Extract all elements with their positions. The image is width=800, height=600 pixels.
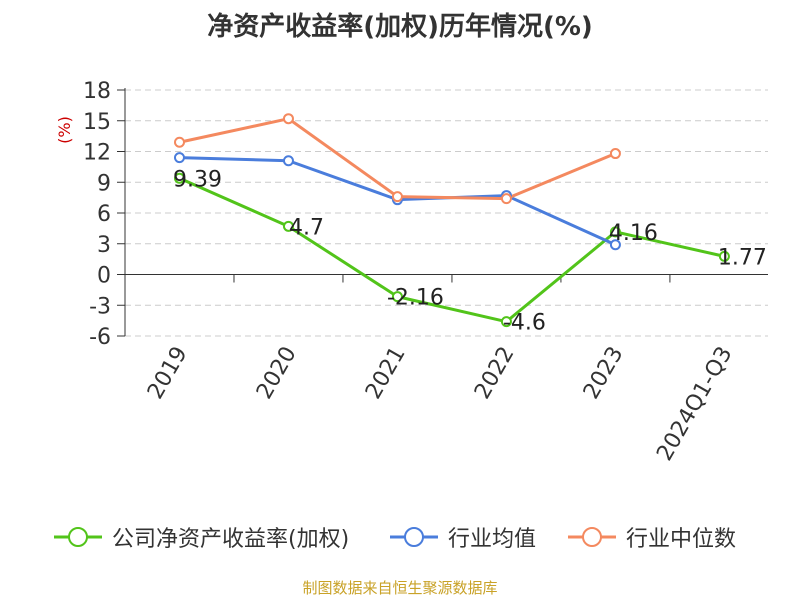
chart-title: 净资产收益率(加权)历年情况(%) <box>207 12 593 42</box>
data-label: 1.77 <box>718 245 767 270</box>
x-tick-label: 2020 <box>252 343 302 404</box>
y-tick-label: 12 <box>83 141 111 166</box>
series-line <box>178 176 725 324</box>
legend-label: 行业均值 <box>448 527 537 552</box>
y-tick-label: 3 <box>97 233 111 258</box>
data-point <box>282 113 294 125</box>
data-point <box>391 291 403 303</box>
legend-item[interactable]: 行业中位数 <box>566 520 736 554</box>
x-tick-label: 2019 <box>143 343 193 404</box>
y-tick-label: -6 <box>89 325 111 350</box>
data-label: 9.39 <box>173 167 222 192</box>
legend-line-marker-icon <box>54 527 102 547</box>
legend-line-marker-icon <box>390 527 438 547</box>
data-label: -4.6 <box>503 311 546 336</box>
x-tick-label: 2023 <box>579 343 629 404</box>
y-tick-label: 6 <box>97 202 111 227</box>
data-point <box>718 250 730 262</box>
data-point <box>609 148 621 160</box>
legend-label: 行业中位数 <box>626 527 737 552</box>
legend-item[interactable]: 公司净资产收益率(加权) <box>52 520 349 554</box>
y-tick-label: -3 <box>89 294 111 319</box>
data-point <box>282 220 294 232</box>
data-label: -2.16 <box>387 286 444 311</box>
data-label: 4.7 <box>289 215 324 240</box>
y-axis-label: (%) <box>55 116 74 144</box>
legend: 公司净资产收益率(加权) 行业均值 行业中位数 <box>0 520 800 554</box>
data-label: 4.16 <box>609 221 658 246</box>
legend-label: 公司净资产收益率(加权) <box>112 527 350 552</box>
data-point <box>500 193 512 205</box>
data-point <box>282 155 294 167</box>
data-point <box>391 191 403 203</box>
legend-line-marker-icon <box>568 527 616 547</box>
y-tick-label: 0 <box>97 264 111 289</box>
y-tick-label: 15 <box>83 110 111 135</box>
y-tick-label: 18 <box>83 79 111 104</box>
data-source-note: 制图数据来自恒生聚源数据库 <box>302 579 498 597</box>
data-point <box>609 226 621 238</box>
x-tick-label: 2021 <box>361 343 411 404</box>
data-point <box>500 316 512 328</box>
data-point <box>173 136 185 148</box>
data-point <box>173 152 185 164</box>
x-tick-label: 2022 <box>470 343 520 404</box>
data-point <box>173 172 185 184</box>
x-tick-label: 2024Q1-Q3 <box>652 343 737 466</box>
data-point <box>609 239 621 251</box>
y-tick-label: 9 <box>97 171 111 196</box>
legend-item[interactable]: 行业均值 <box>388 520 536 554</box>
